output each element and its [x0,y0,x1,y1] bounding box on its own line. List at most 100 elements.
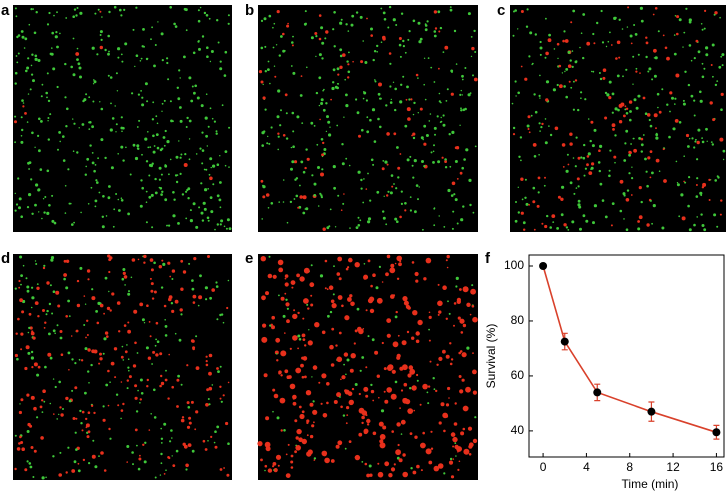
dead-cell [274,75,277,78]
dead-cell [340,378,342,381]
dead-cell [444,160,447,164]
live-cell [30,8,33,11]
dead-cell [75,329,79,333]
live-cell [376,44,379,48]
live-cell [718,65,722,69]
live-cell [48,11,51,15]
live-cell [651,171,654,175]
live-cell [196,96,200,100]
live-cell [436,115,439,118]
live-cell [102,195,105,198]
live-cell [208,403,211,406]
dead-cell [708,178,711,181]
live-cell [15,203,19,206]
dead-cell [293,160,298,164]
dead-cell [190,339,195,343]
dead-cell [14,467,17,471]
live-cell [282,314,286,318]
live-cell [608,169,611,172]
live-cell [343,363,345,366]
dead-cell [695,39,699,43]
dead-cell [320,172,324,177]
live-cell [333,45,336,48]
live-cell [126,387,129,390]
live-cell [117,153,119,155]
live-cell [21,35,25,39]
data-point [560,337,569,346]
live-cell [563,85,566,88]
live-cell [187,406,191,409]
live-cell [290,167,293,171]
live-cell [304,10,307,13]
dead-cell [262,96,266,100]
live-cell [227,14,230,17]
live-cell [177,374,181,378]
live-cell [446,88,449,91]
live-cell [97,157,99,160]
dead-cell [602,68,607,72]
dead-cell [87,430,91,434]
live-cell [98,455,100,457]
micrograph-background [510,5,726,232]
live-cell [449,457,453,461]
dead-cell [428,339,431,342]
dead-cell [168,353,170,356]
dead-cell [262,195,266,199]
dead-cell [284,292,287,295]
dead-cell [457,468,460,471]
live-cell [474,51,477,53]
dead-cell [150,289,154,293]
dead-cell [365,366,368,369]
live-cell [468,13,470,15]
live-cell [467,93,471,97]
dead-cell [438,356,443,361]
live-cell [291,111,295,115]
dead-cell [258,70,263,74]
dead-cell [280,296,285,301]
live-cell [468,178,472,182]
live-cell [370,383,373,387]
dead-cell [430,447,434,450]
live-cell [548,33,551,37]
live-cell [206,216,210,220]
live-cell [267,135,269,138]
live-cell [538,122,541,125]
live-cell [447,188,451,193]
live-cell [279,124,282,127]
live-cell [409,155,412,158]
dead-cell [330,363,335,367]
dead-cell [628,100,633,104]
live-cell [117,47,121,51]
live-cell [78,66,82,70]
dead-cell [625,198,630,202]
dead-cell [618,120,623,124]
live-cell [224,50,228,54]
live-cell [413,101,416,105]
dead-cell [76,279,80,283]
live-cell [197,19,201,23]
live-cell [587,118,590,120]
live-cell [222,321,225,324]
live-cell [224,150,228,154]
dead-cell [702,182,707,187]
dead-cell [336,272,341,276]
micrograph [13,5,232,232]
dead-cell [429,360,432,363]
live-cell [644,157,647,161]
live-cell [591,144,595,148]
live-cell [22,102,25,104]
live-cell [357,216,360,219]
dead-cell [299,276,305,282]
dead-cell [567,64,572,68]
dead-cell [19,298,23,303]
dead-cell [340,405,343,409]
live-cell [427,402,430,405]
live-cell [712,75,714,78]
dead-cell [459,389,464,394]
live-cell [580,97,582,99]
dead-cell [188,416,192,420]
dead-cell [291,286,294,289]
live-cell [79,75,82,79]
live-cell [432,161,435,164]
live-cell [268,14,272,18]
